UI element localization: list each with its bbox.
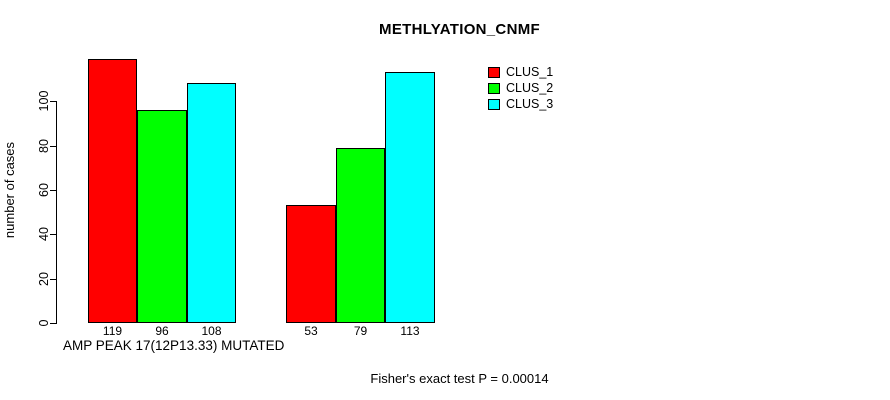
- y-tick-label: 100: [37, 90, 51, 112]
- bar-value-label: 113: [400, 324, 420, 338]
- y-tick-mark: [50, 234, 57, 235]
- legend-label: CLUS_3: [506, 97, 554, 111]
- bar-clus_1-group2: [286, 205, 336, 323]
- bar-clus_2-group1: [137, 110, 187, 323]
- y-tick-mark: [50, 279, 57, 280]
- y-tick-label: 60: [37, 183, 51, 197]
- bar-clus_2-group2: [336, 148, 385, 323]
- x-axis-group-label: AMP PEAK 17(12P13.33) MUTATED: [63, 338, 285, 353]
- y-tick-mark: [50, 323, 57, 324]
- bar-value-label: 79: [353, 324, 368, 338]
- y-axis-label: number of cases: [2, 141, 17, 239]
- legend-swatch-icon: [488, 98, 500, 110]
- legend: CLUS_1 CLUS_2 CLUS_3: [488, 64, 553, 112]
- y-tick-label: 80: [37, 139, 51, 153]
- y-tick-label: 40: [37, 227, 51, 241]
- y-tick-mark: [50, 101, 57, 102]
- y-tick-label: 20: [37, 272, 51, 286]
- y-axis-line: [56, 101, 57, 324]
- bar-clus_3-group1: [187, 83, 236, 323]
- legend-item-clus_3: CLUS_3: [488, 96, 553, 112]
- annotation-text: Fisher's exact test P = 0.00014: [370, 371, 549, 386]
- bar-value-label: 96: [155, 324, 169, 338]
- chart-title: METHLYATION_CNMF: [379, 21, 540, 38]
- y-tick-label: 0: [37, 319, 51, 327]
- y-tick-mark: [50, 190, 57, 191]
- bar-value-label: 108: [201, 324, 222, 338]
- legend-item-clus_2: CLUS_2: [488, 80, 553, 96]
- legend-swatch-icon: [488, 82, 500, 94]
- bar-clus_3-group2: [385, 72, 435, 323]
- legend-label: CLUS_2: [506, 81, 554, 95]
- bar-value-label: 119: [102, 324, 123, 338]
- legend-swatch-icon: [488, 66, 500, 78]
- legend-label: CLUS_1: [506, 65, 554, 79]
- legend-item-clus_1: CLUS_1: [488, 64, 553, 80]
- bar-value-label: 53: [304, 324, 318, 338]
- bar-clus_1-group1: [88, 59, 137, 323]
- y-tick-mark: [50, 146, 57, 147]
